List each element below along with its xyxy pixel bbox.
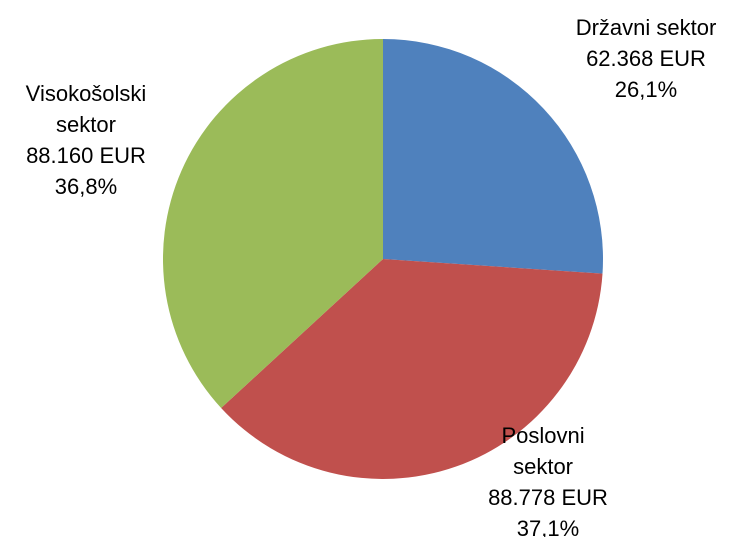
percent-label: 37,1% [516, 516, 580, 537]
slice-label: Državni sektor 62.368 EUR 26,1% [546, 12, 736, 105]
slice-label: Visokošolski sektor 88.160 EUR 36,8% [6, 78, 166, 202]
category-label: Visokošolski sektor [25, 81, 147, 137]
category-label: Poslovni sektor [501, 423, 585, 479]
pie-slice [163, 39, 383, 408]
value-label: 62.368 EUR [586, 46, 706, 71]
category-label: Državni sektor [575, 15, 717, 40]
value-label: 88.160 EUR [26, 143, 146, 168]
pie-slice [383, 39, 603, 274]
percent-label: 36,8% [54, 174, 118, 199]
pie-slice [221, 259, 603, 479]
percent-label: 26,1% [614, 77, 678, 102]
slice-label: Poslovni sektor 88.778 EUR 37,1% [488, 420, 608, 537]
value-label: 88.778 EUR [488, 485, 608, 510]
